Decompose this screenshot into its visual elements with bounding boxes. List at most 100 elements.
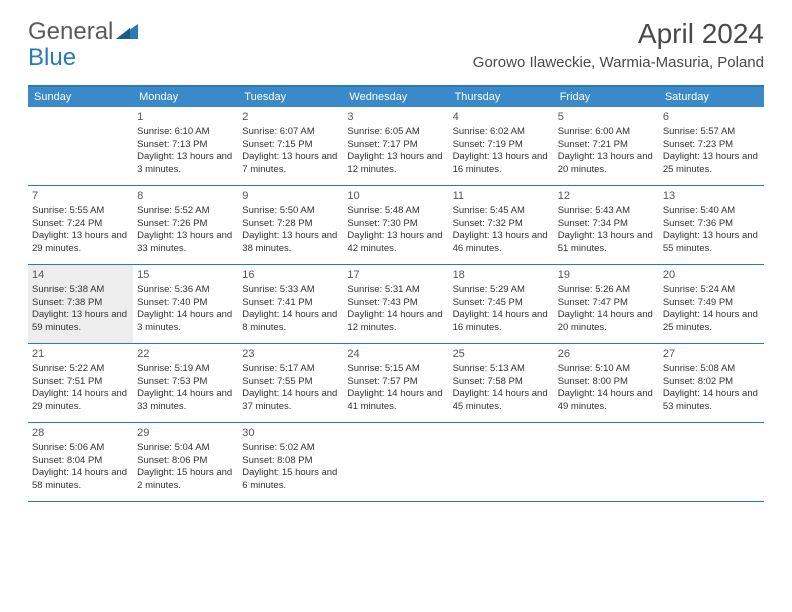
day-detail: Sunrise: 5:13 AM <box>453 363 550 376</box>
day-detail: Sunset: 7:26 PM <box>137 218 234 231</box>
day-detail: Sunset: 7:57 PM <box>347 376 444 389</box>
day-detail: Sunset: 8:02 PM <box>663 376 760 389</box>
day-detail: Sunrise: 5:33 AM <box>242 284 339 297</box>
day-detail: Sunrise: 6:07 AM <box>242 126 339 139</box>
day-number: 16 <box>242 268 339 283</box>
location: Gorowo Ilaweckie, Warmia-Masuria, Poland <box>473 54 764 71</box>
calendar-day: 20Sunrise: 5:24 AMSunset: 7:49 PMDayligh… <box>659 265 764 343</box>
day-detail: Daylight: 14 hours and 45 minutes. <box>453 388 550 414</box>
calendar-day: 28Sunrise: 5:06 AMSunset: 8:04 PMDayligh… <box>28 423 133 501</box>
calendar-day: 19Sunrise: 5:26 AMSunset: 7:47 PMDayligh… <box>554 265 659 343</box>
calendar-day <box>449 423 554 501</box>
calendar-day: 7Sunrise: 5:55 AMSunset: 7:24 PMDaylight… <box>28 186 133 264</box>
calendar-day: 11Sunrise: 5:45 AMSunset: 7:32 PMDayligh… <box>449 186 554 264</box>
day-detail: Sunrise: 5:19 AM <box>137 363 234 376</box>
weekday-header-row: Sunday Monday Tuesday Wednesday Thursday… <box>28 87 764 107</box>
day-number: 20 <box>663 268 760 283</box>
day-detail: Sunset: 7:15 PM <box>242 139 339 152</box>
day-detail: Sunrise: 5:17 AM <box>242 363 339 376</box>
logo-text-2: Blue <box>28 44 76 71</box>
header: General April 2024 Gorowo Ilaweckie, War… <box>0 0 792 77</box>
day-number: 23 <box>242 347 339 362</box>
day-detail: Sunrise: 5:40 AM <box>663 205 760 218</box>
calendar-day: 9Sunrise: 5:50 AMSunset: 7:28 PMDaylight… <box>238 186 343 264</box>
day-detail: Sunrise: 5:50 AM <box>242 205 339 218</box>
day-detail: Sunset: 8:06 PM <box>137 455 234 468</box>
calendar-day: 10Sunrise: 5:48 AMSunset: 7:30 PMDayligh… <box>343 186 448 264</box>
day-detail: Sunrise: 5:08 AM <box>663 363 760 376</box>
day-detail: Sunrise: 5:38 AM <box>32 284 129 297</box>
day-detail: Daylight: 14 hours and 33 minutes. <box>137 388 234 414</box>
day-number: 10 <box>347 189 444 204</box>
day-detail: Sunrise: 5:02 AM <box>242 442 339 455</box>
day-number: 12 <box>558 189 655 204</box>
day-number: 7 <box>32 189 129 204</box>
day-detail: Sunset: 7:51 PM <box>32 376 129 389</box>
calendar-day: 12Sunrise: 5:43 AMSunset: 7:34 PMDayligh… <box>554 186 659 264</box>
weekday-header: Wednesday <box>343 87 448 107</box>
day-detail: Daylight: 13 hours and 46 minutes. <box>453 230 550 256</box>
day-detail: Sunrise: 5:57 AM <box>663 126 760 139</box>
day-detail: Daylight: 14 hours and 29 minutes. <box>32 388 129 414</box>
day-detail: Daylight: 13 hours and 12 minutes. <box>347 151 444 177</box>
day-detail: Sunset: 7:45 PM <box>453 297 550 310</box>
calendar-day: 26Sunrise: 5:10 AMSunset: 8:00 PMDayligh… <box>554 344 659 422</box>
day-number: 1 <box>137 110 234 125</box>
day-number: 6 <box>663 110 760 125</box>
month-title: April 2024 <box>473 18 764 50</box>
calendar-day: 21Sunrise: 5:22 AMSunset: 7:51 PMDayligh… <box>28 344 133 422</box>
calendar-day: 25Sunrise: 5:13 AMSunset: 7:58 PMDayligh… <box>449 344 554 422</box>
day-detail: Sunrise: 5:22 AM <box>32 363 129 376</box>
day-detail: Daylight: 14 hours and 37 minutes. <box>242 388 339 414</box>
calendar-week: 1Sunrise: 6:10 AMSunset: 7:13 PMDaylight… <box>28 107 764 186</box>
day-detail: Daylight: 13 hours and 55 minutes. <box>663 230 760 256</box>
day-number: 28 <box>32 426 129 441</box>
day-detail: Sunrise: 5:31 AM <box>347 284 444 297</box>
day-detail: Sunrise: 5:04 AM <box>137 442 234 455</box>
day-detail: Sunset: 7:28 PM <box>242 218 339 231</box>
day-detail: Sunset: 7:58 PM <box>453 376 550 389</box>
day-detail: Daylight: 13 hours and 38 minutes. <box>242 230 339 256</box>
day-number: 4 <box>453 110 550 125</box>
day-detail: Daylight: 14 hours and 41 minutes. <box>347 388 444 414</box>
day-detail: Daylight: 13 hours and 25 minutes. <box>663 151 760 177</box>
title-block: April 2024 Gorowo Ilaweckie, Warmia-Masu… <box>473 18 764 71</box>
calendar-day: 16Sunrise: 5:33 AMSunset: 7:41 PMDayligh… <box>238 265 343 343</box>
day-number: 21 <box>32 347 129 362</box>
day-detail: Sunrise: 5:10 AM <box>558 363 655 376</box>
calendar-day <box>28 107 133 185</box>
day-detail: Sunset: 7:55 PM <box>242 376 339 389</box>
calendar-day <box>554 423 659 501</box>
day-detail: Daylight: 15 hours and 2 minutes. <box>137 467 234 493</box>
day-detail: Daylight: 14 hours and 53 minutes. <box>663 388 760 414</box>
day-detail: Sunset: 7:32 PM <box>453 218 550 231</box>
day-detail: Daylight: 13 hours and 20 minutes. <box>558 151 655 177</box>
weekday-header: Monday <box>133 87 238 107</box>
weekday-header: Saturday <box>659 87 764 107</box>
day-detail: Sunset: 7:47 PM <box>558 297 655 310</box>
day-number: 19 <box>558 268 655 283</box>
calendar-day: 29Sunrise: 5:04 AMSunset: 8:06 PMDayligh… <box>133 423 238 501</box>
calendar-day: 4Sunrise: 6:02 AMSunset: 7:19 PMDaylight… <box>449 107 554 185</box>
day-detail: Sunset: 7:53 PM <box>137 376 234 389</box>
weekday-header: Sunday <box>28 87 133 107</box>
calendar-week: 14Sunrise: 5:38 AMSunset: 7:38 PMDayligh… <box>28 265 764 344</box>
weekday-header: Thursday <box>449 87 554 107</box>
day-detail: Sunrise: 6:02 AM <box>453 126 550 139</box>
day-detail: Sunrise: 5:45 AM <box>453 205 550 218</box>
calendar-day: 14Sunrise: 5:38 AMSunset: 7:38 PMDayligh… <box>28 265 133 343</box>
day-detail: Sunset: 7:24 PM <box>32 218 129 231</box>
day-number: 26 <box>558 347 655 362</box>
day-number: 17 <box>347 268 444 283</box>
calendar-day: 27Sunrise: 5:08 AMSunset: 8:02 PMDayligh… <box>659 344 764 422</box>
day-detail: Sunrise: 5:43 AM <box>558 205 655 218</box>
day-detail: Sunset: 8:00 PM <box>558 376 655 389</box>
day-number: 13 <box>663 189 760 204</box>
calendar-week: 28Sunrise: 5:06 AMSunset: 8:04 PMDayligh… <box>28 423 764 502</box>
day-detail: Sunrise: 6:05 AM <box>347 126 444 139</box>
day-detail: Sunset: 7:34 PM <box>558 218 655 231</box>
day-detail: Daylight: 13 hours and 3 minutes. <box>137 151 234 177</box>
day-detail: Daylight: 14 hours and 12 minutes. <box>347 309 444 335</box>
day-detail: Daylight: 14 hours and 3 minutes. <box>137 309 234 335</box>
day-detail: Sunrise: 5:29 AM <box>453 284 550 297</box>
